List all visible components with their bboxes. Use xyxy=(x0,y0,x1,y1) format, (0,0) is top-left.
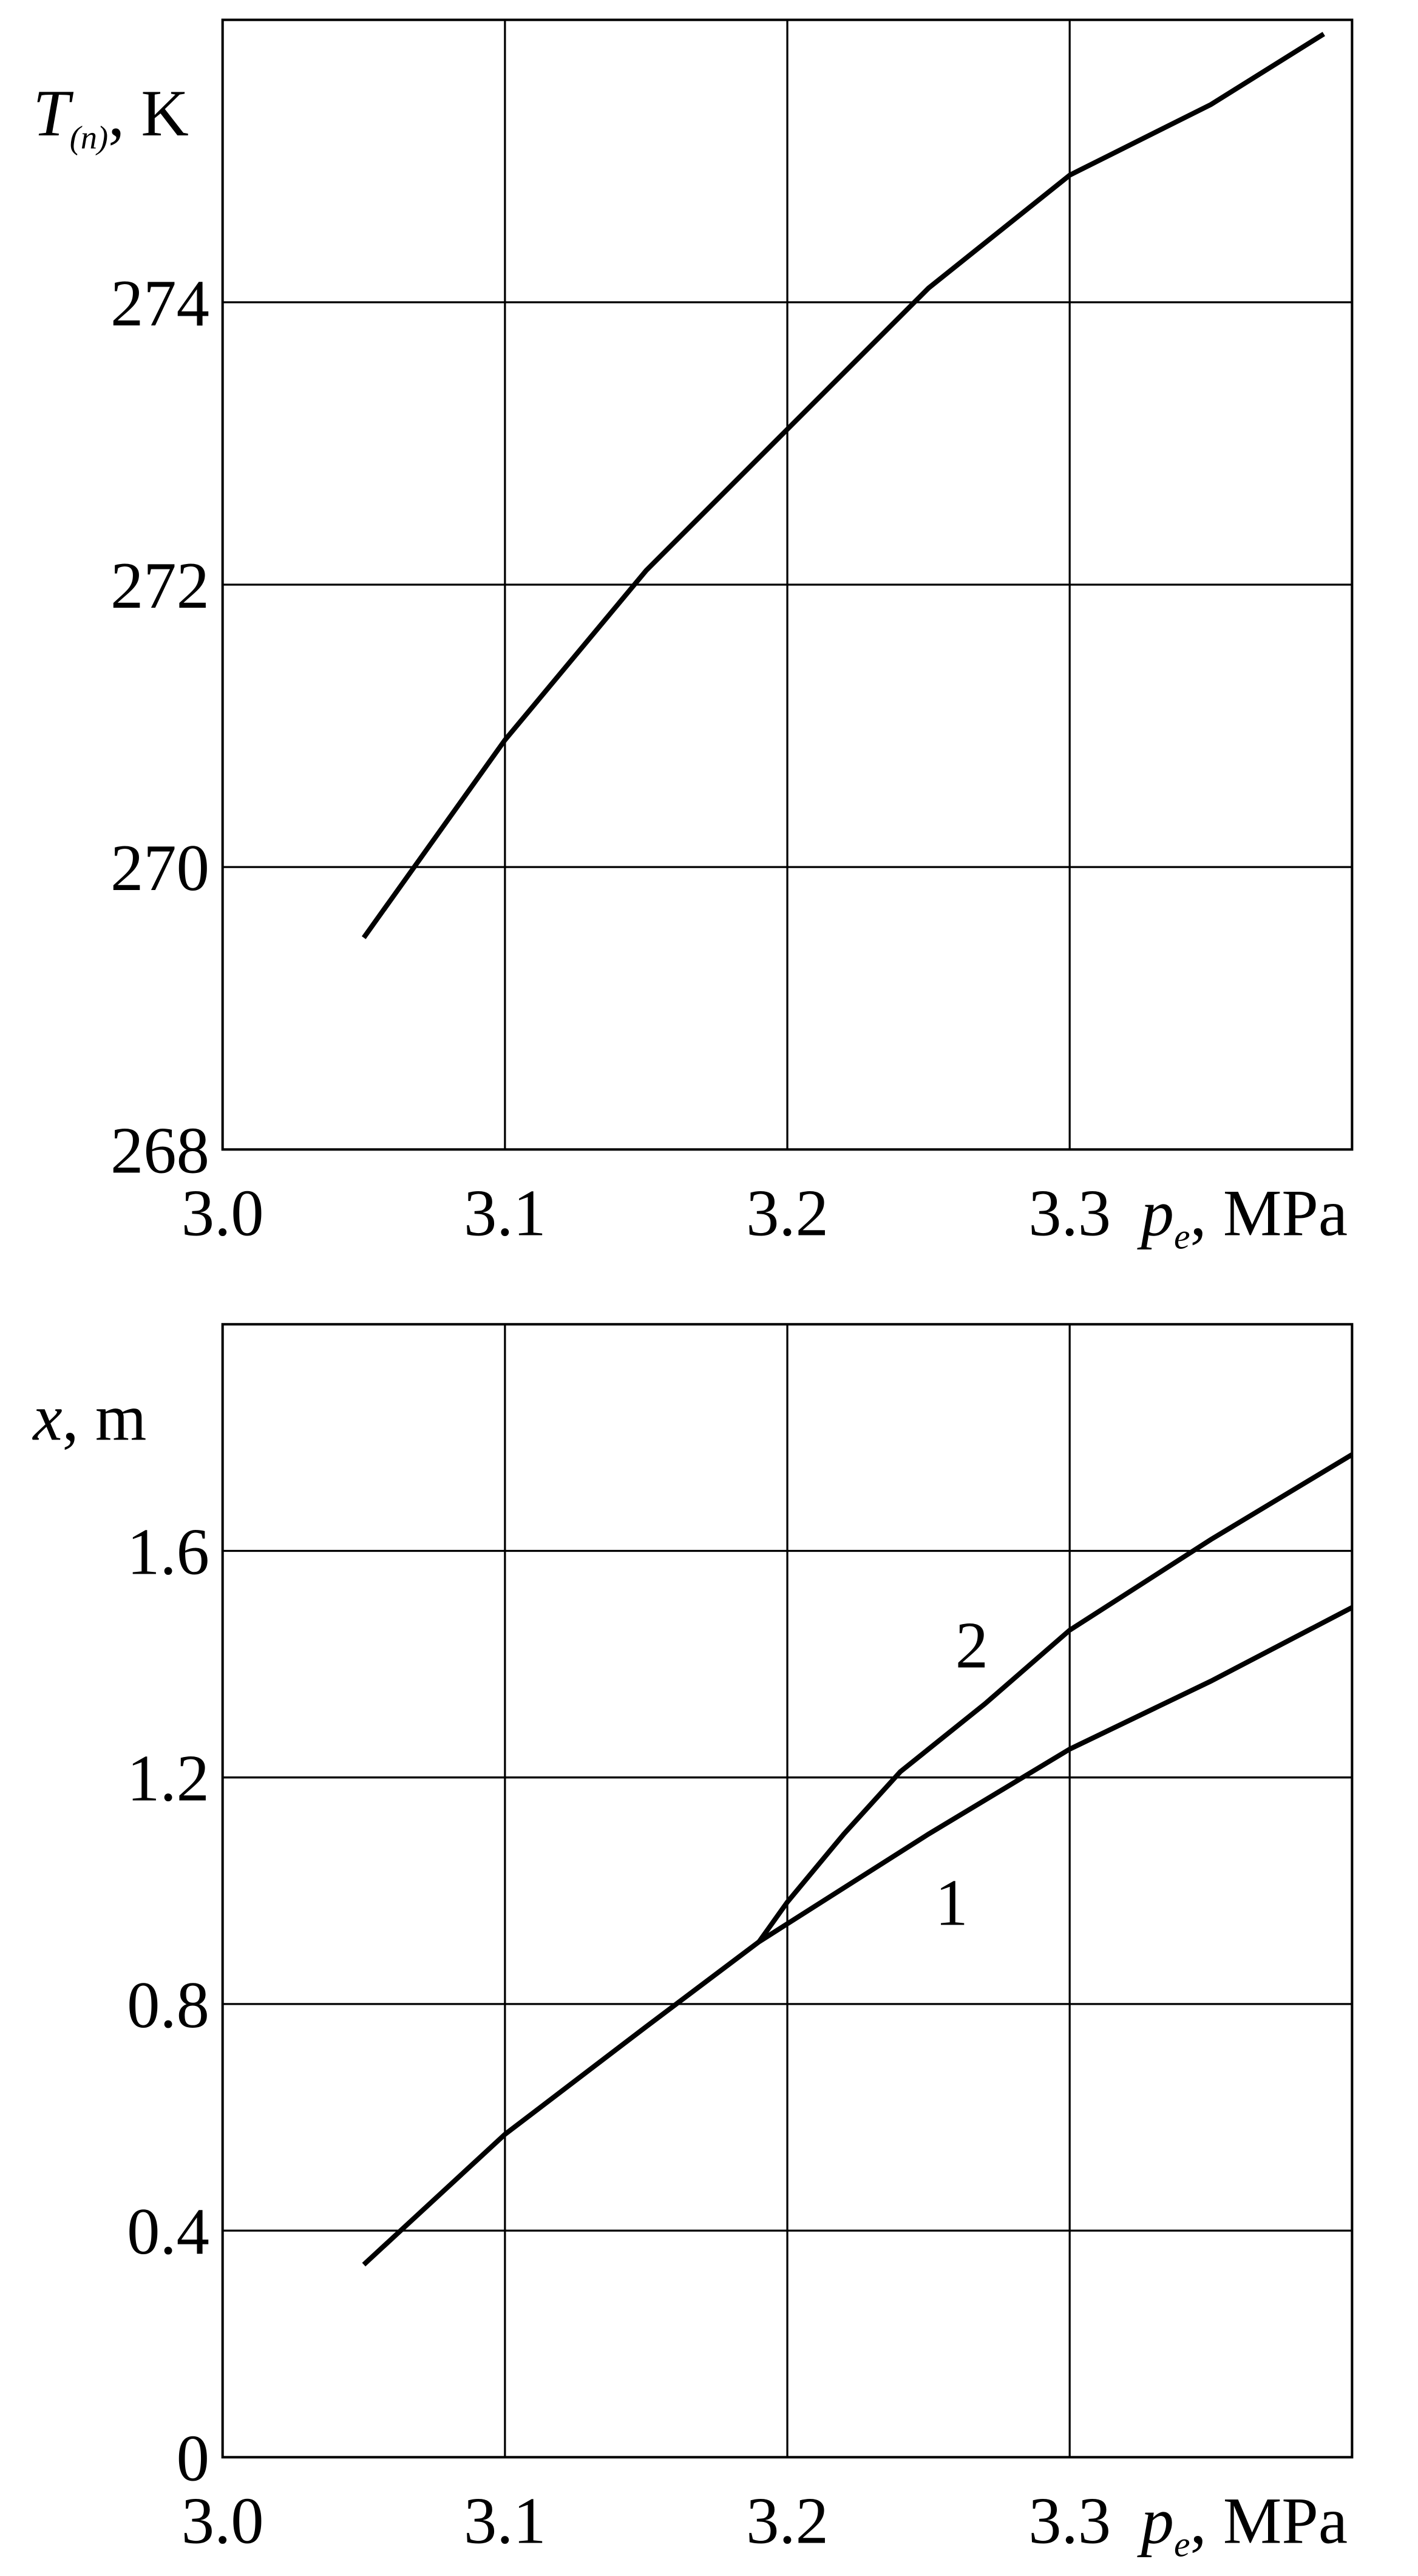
y-tick-label: 0.8 xyxy=(127,1968,209,2042)
x-tick-label: 3.2 xyxy=(746,1177,829,1250)
x-label-unit: , MPa xyxy=(1190,1177,1348,1250)
x-label-subscript: e xyxy=(1174,1216,1190,1256)
y-label-unit: , m xyxy=(63,1381,147,1454)
series-label: 2 xyxy=(955,1609,988,1682)
x-label-symbol: p xyxy=(1137,1177,1174,1250)
y-tick-label: 1.6 xyxy=(127,1515,209,1589)
x-label-unit: , MPa xyxy=(1190,2484,1348,2558)
x-tick-label: 3.3 xyxy=(1028,2484,1111,2558)
y-tick-label: 270 xyxy=(110,831,209,905)
y-tick-label: 272 xyxy=(110,549,209,622)
x-label-symbol: p xyxy=(1137,2484,1174,2558)
y-tick-label: 274 xyxy=(110,267,209,340)
x-tick-label: 3.1 xyxy=(464,1177,546,1250)
y-label-unit: , K xyxy=(108,76,189,150)
y-label-subscript: (n) xyxy=(70,120,108,156)
line-series xyxy=(361,32,1325,939)
x-axis-label: pe, MPa xyxy=(1137,2484,1348,2564)
x-label-subscript: e xyxy=(1174,2524,1190,2564)
x-tick-label: 3.3 xyxy=(1028,1177,1111,1250)
x-tick-label: 3.2 xyxy=(746,2484,829,2558)
series-label: 1 xyxy=(935,1866,968,1939)
plot-frame xyxy=(221,1323,1354,2459)
x-axis-label: pe, MPa xyxy=(1137,1177,1348,1257)
line-series xyxy=(757,1452,1354,1943)
y-axis-label: T(n), K xyxy=(33,76,189,156)
y-axis-label: x, m xyxy=(32,1381,146,1454)
y-tick-label: 0 xyxy=(177,2421,209,2495)
x-tick-label: 3.1 xyxy=(464,2484,546,2558)
y-label-symbol: x xyxy=(32,1381,62,1454)
plot-frame xyxy=(221,18,1354,1151)
line-series xyxy=(362,1605,1354,2267)
y-tick-label: 1.2 xyxy=(127,1742,209,1815)
y-label-symbol: T xyxy=(33,76,73,150)
x-tick-label: 3.0 xyxy=(181,2484,264,2558)
x-tick-label: 3.0 xyxy=(181,1177,264,1250)
y-tick-label: 268 xyxy=(110,1113,209,1187)
y-tick-label: 0.4 xyxy=(127,2195,209,2268)
